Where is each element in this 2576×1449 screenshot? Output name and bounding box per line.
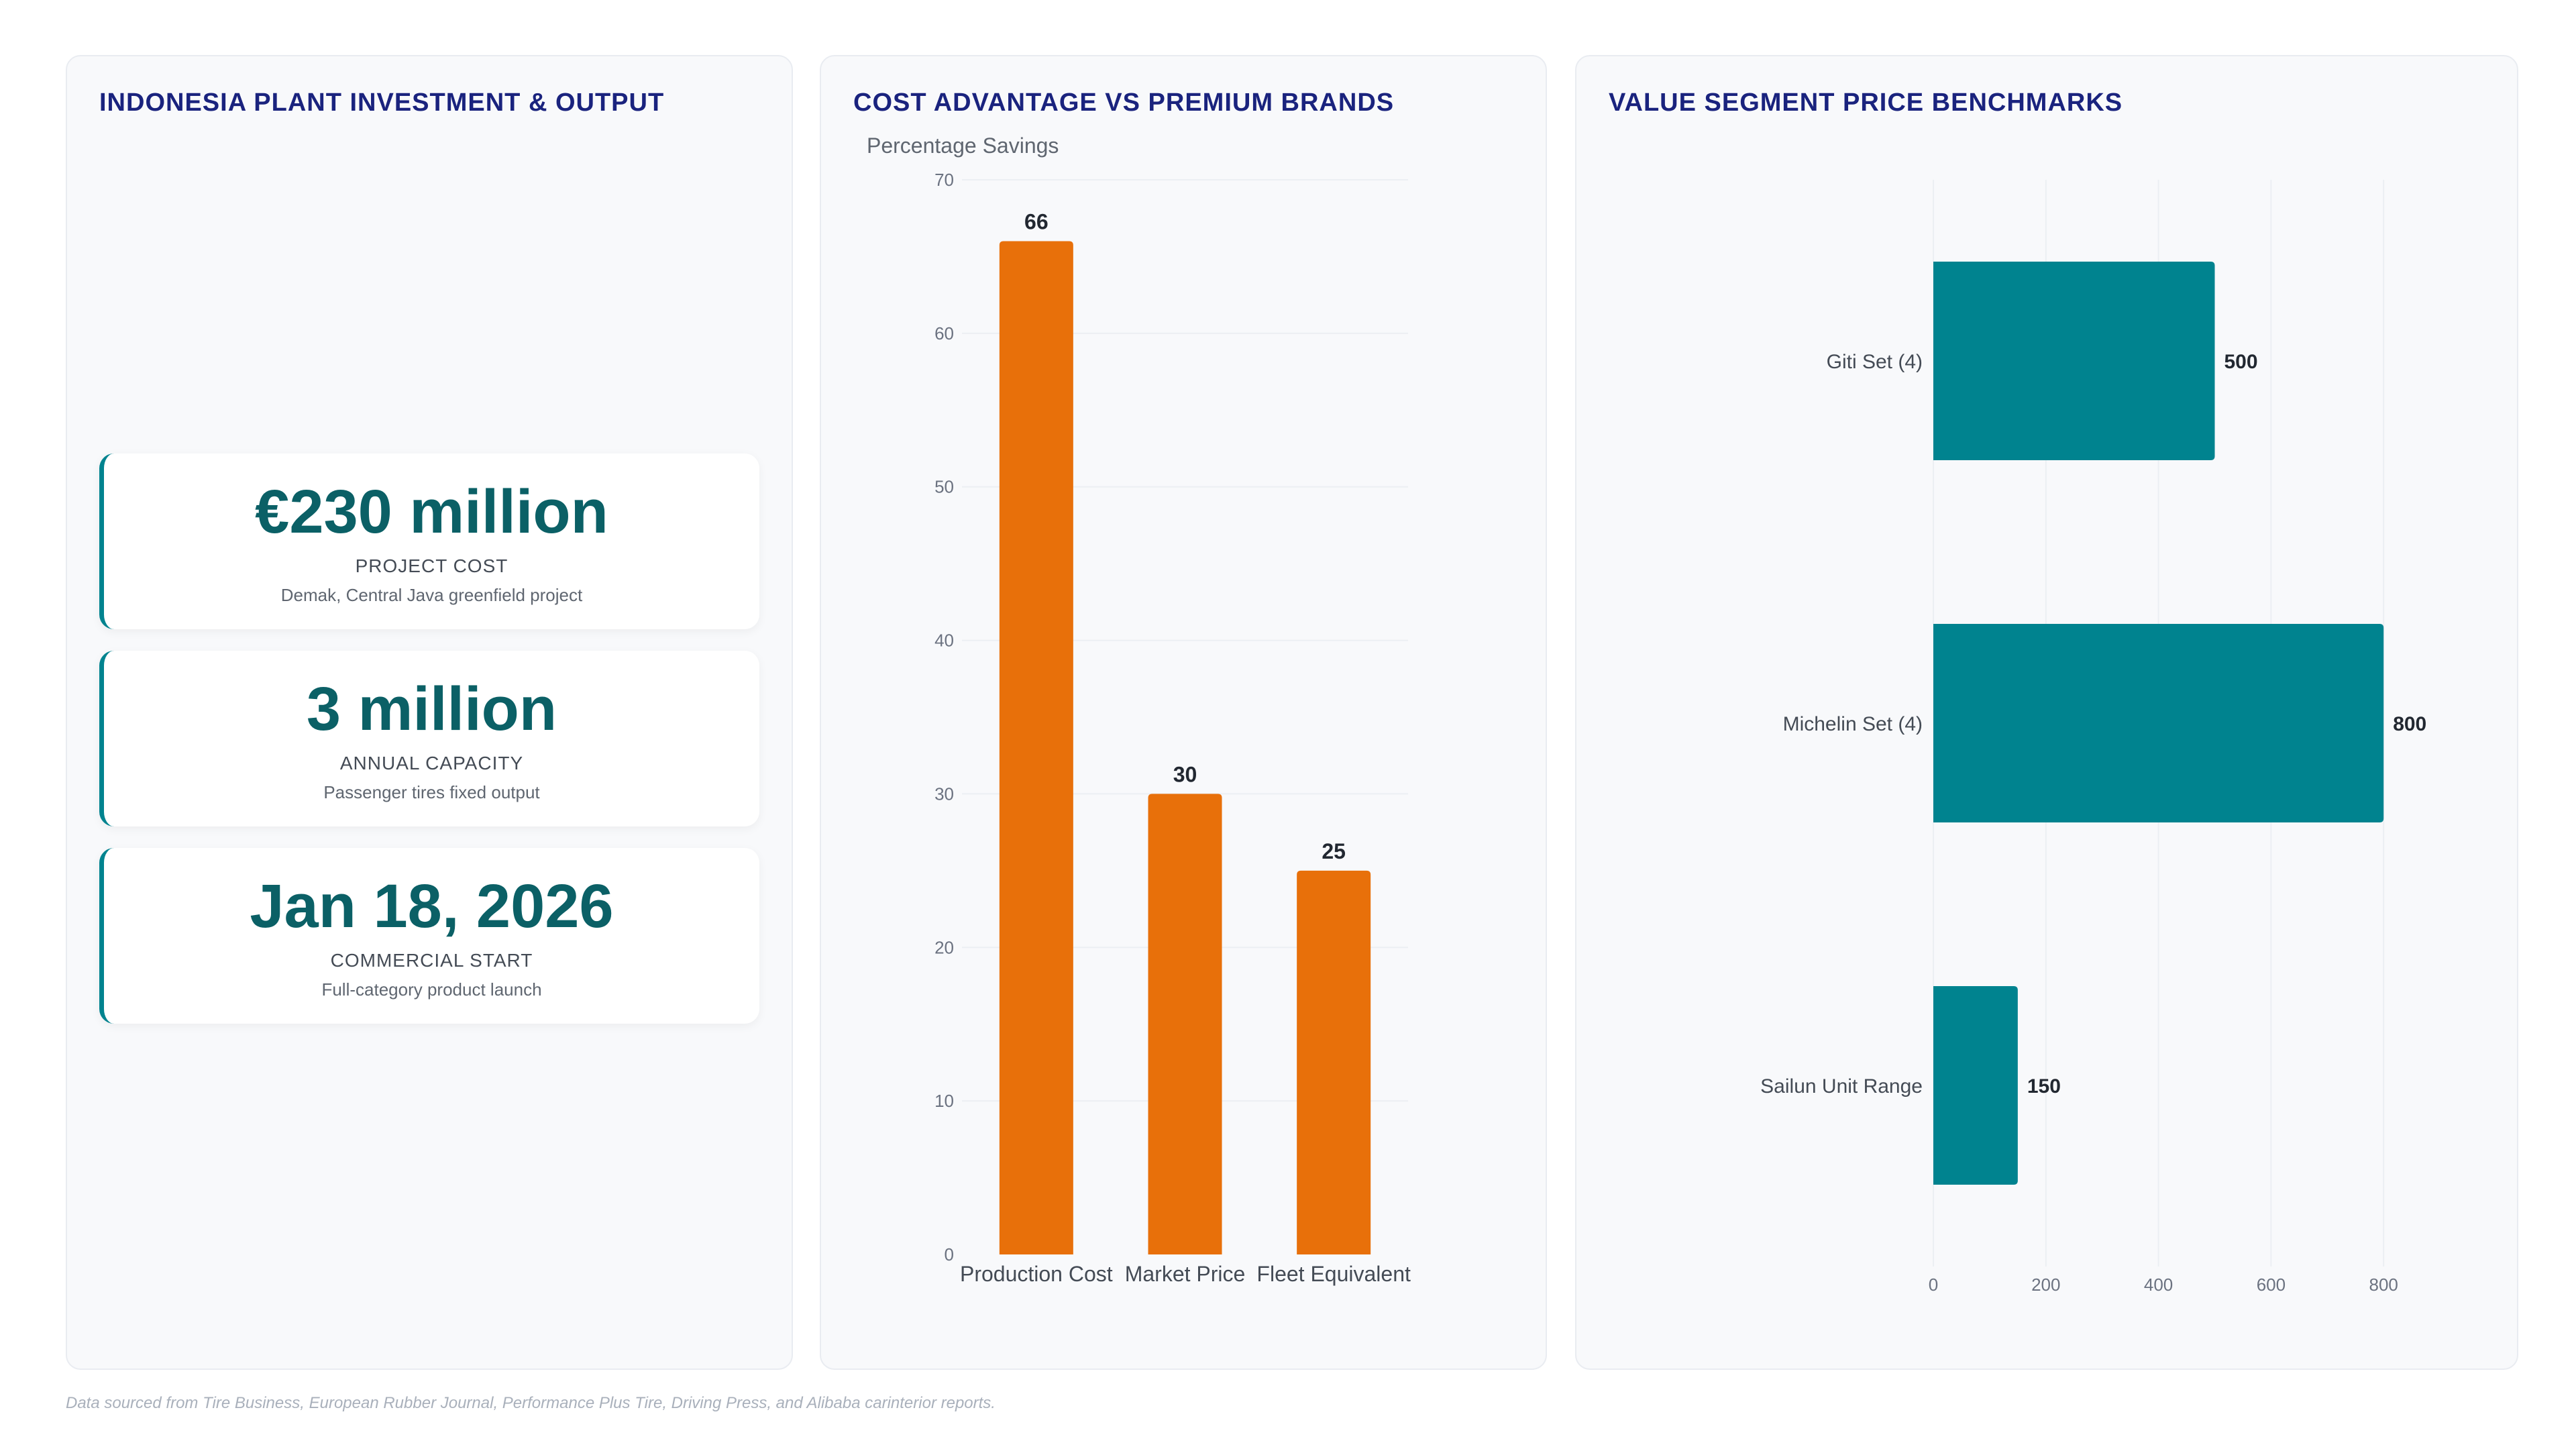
price-benchmark-chart: 0 200 400 600 800 500 Giti Set (4) 800 Michelin … [1760,180,2426,1295]
kpi-description: Passenger tires fixed output [323,782,540,802]
bar-value-label: 500 [2224,351,2258,373]
y-tick-label: 10 [934,1091,954,1111]
bar-value-label: 800 [2393,713,2426,735]
bar-value-label: 25 [1322,839,1346,863]
bar [1933,986,2018,1185]
kpi-description: Full-category product launch [321,979,542,1000]
x-tick-label: 0 [1929,1275,1938,1295]
kpi-card-annual-capacity: 3 million ANNUAL CAPACITY Passenger tire… [99,651,759,826]
kpi-card-commercial-start: Jan 18, 2026 COMMERCIAL START Full-categ… [99,848,759,1024]
x-tick-label: Fleet Equivalent [1256,1262,1411,1286]
x-tick-label: 600 [2257,1275,2286,1295]
bar [999,241,1073,1254]
kpi-value: Jan 18, 2026 [250,872,614,941]
bar-value-label: 66 [1024,210,1049,234]
y-tick-label: 30 [934,784,954,804]
y-tick-label: 50 [934,477,954,497]
bar-value-label: 30 [1173,762,1197,786]
bar [1933,624,2384,822]
kpi-description: Demak, Central Java greenfield project [280,585,583,605]
price-benchmark-panel: VALUE SEGMENT PRICE BENCHMARKS 0 200 400 60… [1575,55,2518,1370]
cost-advantage-title: COST ADVANTAGE VS PREMIUM BRANDS [853,89,1395,117]
investment-panel: INDONESIA PLANT INVESTMENT & OUTPUT €230… [66,55,793,1370]
y-tick-label: Michelin Set (4) [1783,713,1923,735]
x-tick-label: 200 [2031,1275,2060,1295]
x-tick-label: Production Cost [960,1262,1113,1286]
y-tick-label: 60 [934,323,954,343]
x-tick-label: 800 [2369,1275,2398,1295]
cost-advantage-chart: Percentage Savings 0 10 20 30 40 50 60 70 66 Produ… [867,133,1411,1286]
bar-value-label: 150 [2027,1075,2061,1097]
cost-advantage-panel: COST ADVANTAGE VS PREMIUM BRANDS Percent… [820,55,1547,1370]
bar [1933,262,2215,460]
y-tick-label: 0 [945,1244,954,1265]
y-tick-label: Sailun Unit Range [1760,1075,1923,1097]
y-tick-label: 70 [934,170,954,190]
kpi-value: €230 million [255,478,608,546]
kpi-label: ANNUAL CAPACITY [339,753,524,773]
price-benchmark-title: VALUE SEGMENT PRICE BENCHMARKS [1609,89,2123,117]
bar [1148,794,1222,1254]
kpi-label: PROJECT COST [355,555,508,576]
kpi-label: COMMERCIAL START [330,950,533,971]
bar [1297,870,1371,1254]
y-axis-label: Percentage Savings [867,133,1059,158]
kpi-value: 3 million [306,675,557,743]
kpi-card-project-cost: €230 million PROJECT COST Demak, Central… [99,453,759,629]
investment-panel-title: INDONESIA PLANT INVESTMENT & OUTPUT [99,89,665,117]
data-source-footnote: Data sourced from Tire Business, Europea… [66,1394,996,1412]
y-tick-label: Giti Set (4) [1827,351,1923,373]
y-tick-label: 20 [934,937,954,957]
x-tick-label: 400 [2144,1275,2173,1295]
y-tick-label: 40 [934,631,954,651]
x-tick-label: Market Price [1125,1262,1246,1286]
